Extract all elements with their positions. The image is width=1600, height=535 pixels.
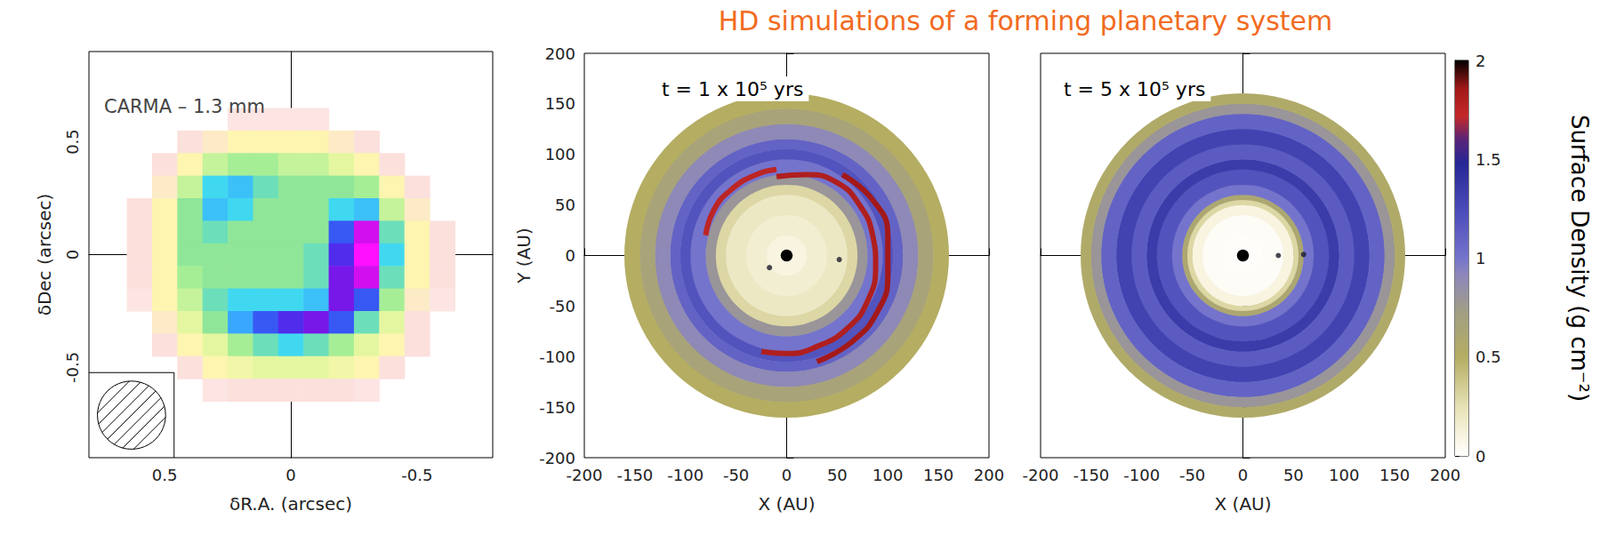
svg-text:100: 100 [872,466,903,485]
svg-text:100: 100 [1328,466,1359,485]
svg-text:0: 0 [63,249,82,260]
svg-text:δR.A. (arcsec): δR.A. (arcsec) [229,493,353,515]
svg-text:150: 150 [1379,466,1410,485]
svg-text:0: 0 [781,466,792,485]
svg-text:-50: -50 [723,466,749,485]
svg-text:-150: -150 [616,466,653,485]
svg-text:-0.5: -0.5 [63,352,82,384]
svg-text:-150: -150 [1072,466,1110,485]
svg-text:50: 50 [827,466,848,485]
svg-text:200: 200 [973,466,1005,485]
svg-text:δDec (arcsec): δDec (arcsec) [33,193,56,317]
svg-text:1: 1 [1475,249,1486,268]
svg-text:0.5: 0.5 [63,128,82,155]
svg-text:X (AU): X (AU) [1214,493,1272,515]
svg-text:1.5: 1.5 [1475,150,1502,169]
svg-text:-200: -200 [566,466,604,485]
svg-text:-200: -200 [1022,466,1060,485]
svg-text:-200: -200 [538,449,576,468]
svg-text:200: 200 [545,44,576,64]
svg-text:2: 2 [1475,51,1486,71]
svg-text:t = 1 x 10⁵ yrs: t = 1 x 10⁵ yrs [661,78,804,101]
svg-text:0: 0 [1475,447,1486,467]
svg-text:Y (AU): Y (AU) [513,227,535,285]
svg-text:-100: -100 [667,466,704,485]
svg-text:0: 0 [1238,466,1248,485]
svg-text:-50: -50 [549,297,576,316]
svg-text:50: 50 [1283,466,1304,485]
svg-text:-50: -50 [1179,466,1206,485]
svg-text:-100: -100 [1123,466,1160,485]
svg-text:-100: -100 [538,347,576,367]
svg-text:100: 100 [545,144,576,164]
svg-text:-150: -150 [538,398,576,418]
svg-text:150: 150 [923,466,954,485]
svg-text:0.5: 0.5 [1475,347,1502,367]
svg-text:CARMA – 1.3 mm: CARMA – 1.3 mm [104,96,266,118]
svg-text:0: 0 [285,466,296,485]
svg-text:200: 200 [1430,466,1461,485]
svg-text:0.5: 0.5 [152,466,178,485]
svg-text:Surface Density (g cm⁻²): Surface Density (g cm⁻²) [1566,114,1593,403]
svg-text:0: 0 [565,246,576,266]
svg-text:150: 150 [545,94,576,113]
svg-text:-0.5: -0.5 [401,466,433,485]
svg-text:50: 50 [554,195,576,215]
svg-text:t = 5 x 10⁵ yrs: t = 5 x 10⁵ yrs [1063,78,1206,101]
svg-text:X (AU): X (AU) [758,493,816,515]
svg-text:HD simulations of a forming pl: HD simulations of a forming planetary sy… [718,5,1333,37]
